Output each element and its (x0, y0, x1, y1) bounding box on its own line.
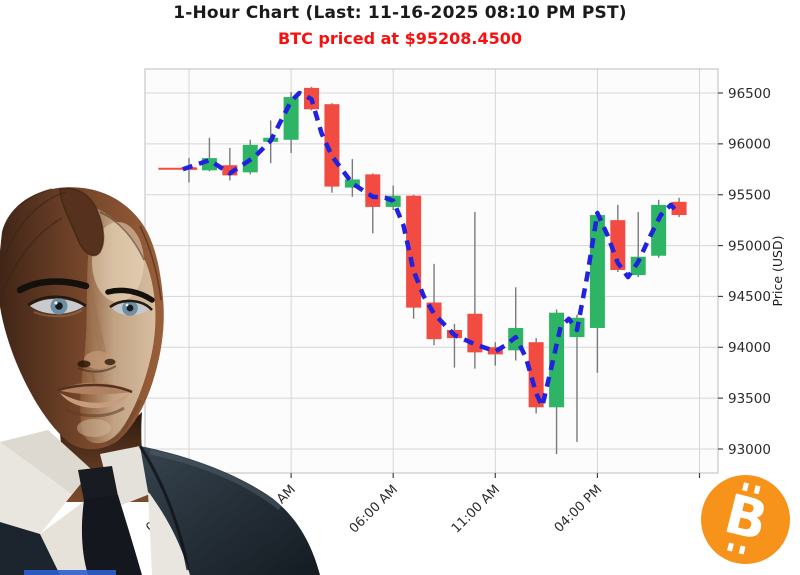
x-tick-label: 11:00 AM (449, 482, 503, 536)
y-tick-label: 94500 (728, 289, 771, 305)
price-axis-title: Price (USD) (770, 236, 785, 307)
ma-dashed-line (182, 90, 681, 409)
bitcoin-b-symbol: B (718, 481, 774, 554)
candlestick (344, 179, 360, 188)
x-tick-label: 06:00 AM (347, 482, 401, 536)
candlestick (610, 220, 626, 270)
y-tick-label: 93000 (728, 442, 771, 458)
candlestick (671, 201, 687, 216)
y-tick-label: 94000 (728, 340, 771, 356)
chart-title: 1-Hour Chart (Last: 11-16-2025 08:10 PM … (173, 3, 627, 23)
candlestick (324, 104, 340, 187)
candlestick (528, 342, 544, 408)
y-tick-label: 95500 (728, 188, 771, 204)
y-tick-label: 96500 (728, 86, 771, 102)
candlestick (630, 256, 646, 276)
y-tick-label: 95000 (728, 238, 771, 254)
plot-area (145, 69, 718, 473)
candlestick (589, 215, 605, 328)
candlestick (283, 97, 299, 140)
candlestick (487, 347, 503, 355)
y-tick-label: 96000 (728, 137, 771, 153)
price-subtitle: BTC priced at $95208.4500 (277, 29, 523, 48)
candlestick (651, 204, 667, 256)
x-tick-label: 01:00 AM (245, 482, 299, 536)
candlestick (406, 195, 422, 308)
x-tick-label: 08:00 PM (143, 482, 196, 535)
y-tick-label: 93500 (728, 391, 771, 407)
x-tick-label: 04:00 PM (552, 482, 605, 535)
bitcoin-logo-icon: B (701, 475, 790, 564)
candlestick (365, 174, 381, 207)
candlestick (222, 165, 238, 176)
